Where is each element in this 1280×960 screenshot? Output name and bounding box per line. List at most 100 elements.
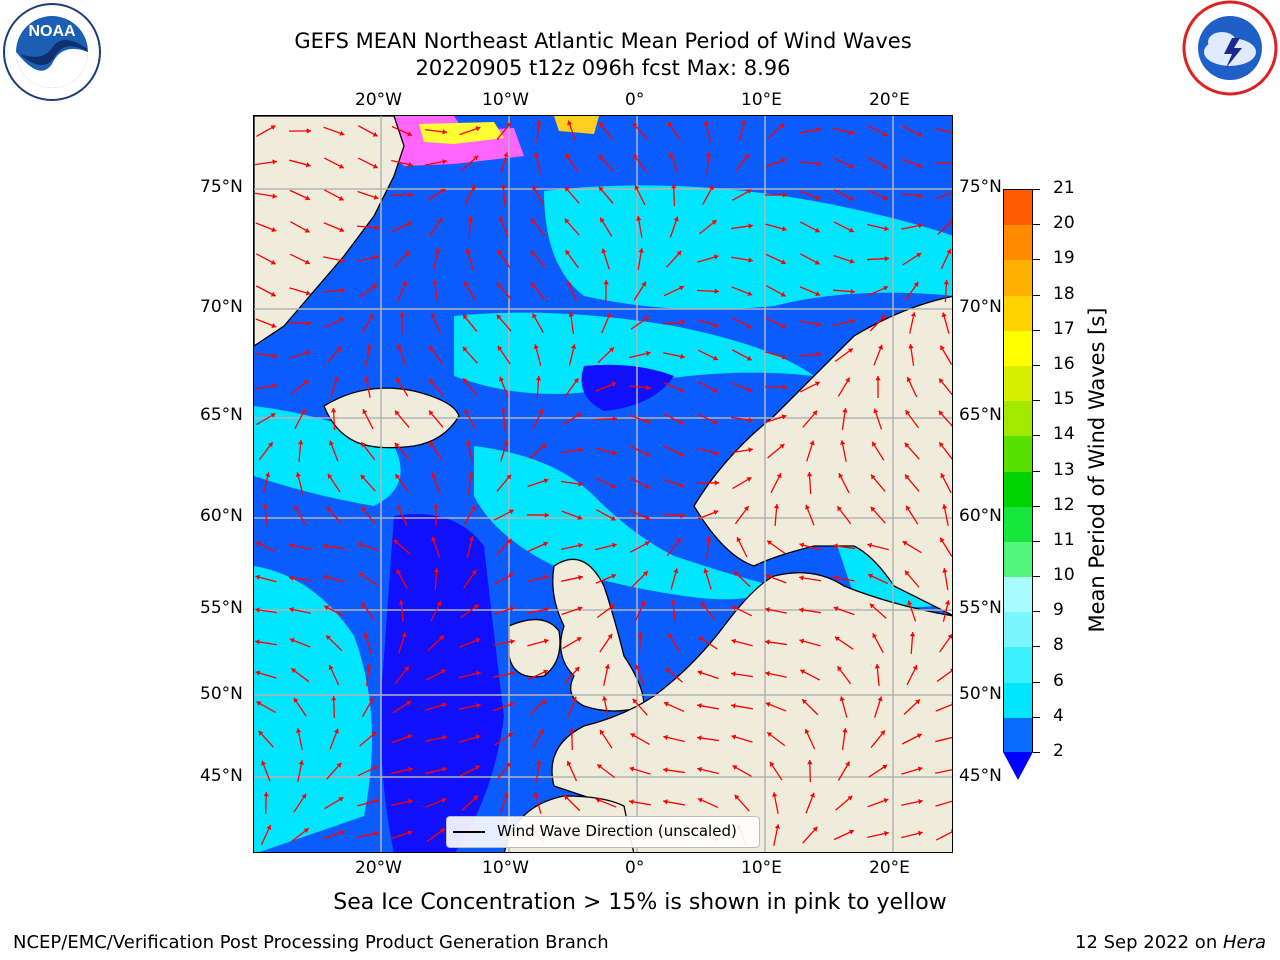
direction-arrow: [357, 157, 379, 169]
direction-arrow: [497, 249, 511, 269]
direction-arrow: [833, 221, 855, 233]
colorbar-segment: [1004, 541, 1032, 578]
direction-arrow: [596, 509, 616, 521]
direction-arrow: [288, 128, 312, 134]
direction-arrow: [294, 505, 306, 525]
direction-arrow: [330, 407, 337, 431]
ocean-band-cyan: [254, 406, 401, 506]
direction-arrow: [566, 760, 578, 782]
sea-ice: [419, 122, 504, 144]
direction-arrow: [325, 634, 343, 652]
direction-arrow: [460, 603, 480, 619]
lat-label: 45°N: [200, 766, 243, 786]
direction-arrow: [328, 664, 340, 686]
direction-arrow: [527, 541, 549, 553]
direction-arrow: [799, 638, 821, 647]
direction-arrow: [875, 375, 881, 399]
lat-label: 50°N: [200, 684, 243, 704]
direction-arrow: [361, 313, 375, 333]
direction-arrow: [494, 572, 514, 586]
direction-arrow: [629, 445, 651, 457]
direction-arrow: [805, 792, 815, 814]
colorbar-tick-mark: [1033, 400, 1040, 402]
direction-arrow: [731, 605, 753, 617]
direction-arrow: [365, 344, 372, 366]
direction-arrow: [799, 286, 821, 297]
footer-left: NCEP/EMC/Verification Post Processing Pr…: [13, 932, 609, 953]
direction-arrow: [832, 288, 856, 295]
map-legend: Wind Wave Direction (unscaled): [446, 816, 760, 848]
direction-arrow: [868, 764, 888, 778]
direction-arrow: [535, 760, 542, 782]
direction-arrow: [697, 766, 719, 775]
direction-arrow: [806, 440, 815, 462]
direction-arrow: [564, 666, 580, 684]
direction-arrow: [288, 320, 312, 326]
colorbar-tick-label: 21: [1053, 178, 1075, 198]
direction-arrow: [256, 412, 276, 426]
direction-arrow: [833, 127, 855, 136]
direction-arrow: [766, 731, 786, 747]
colorbar-tick-label: 2: [1053, 741, 1064, 761]
direction-arrow: [561, 574, 583, 582]
direction-arrow: [904, 570, 920, 588]
direction-arrow: [866, 255, 890, 262]
direction-arrow: [908, 344, 915, 366]
direction-arrow: [500, 440, 509, 462]
direction-arrow: [533, 344, 542, 366]
colorbar-segment: [1004, 471, 1032, 507]
direction-arrow: [738, 120, 747, 142]
direction-arrow: [664, 413, 684, 425]
direction-arrow: [667, 633, 681, 653]
colorbar-segment: [1004, 682, 1032, 718]
direction-arrow: [394, 410, 410, 428]
direction-arrow: [398, 632, 407, 654]
direction-arrow: [601, 248, 610, 270]
direction-arrow: [765, 639, 787, 646]
direction-arrow: [632, 122, 648, 140]
direction-arrow: [361, 697, 375, 717]
direction-arrow: [598, 154, 614, 172]
direction-arrow: [255, 159, 277, 166]
direction-arrow: [289, 189, 311, 201]
direction-arrow: [391, 159, 413, 168]
direction-arrow: [766, 285, 786, 297]
noaa-logo: NOAA: [2, 2, 102, 102]
direction-arrow: [397, 344, 407, 366]
direction-arrow: [698, 381, 718, 393]
direction-arrow: [765, 351, 787, 360]
direction-arrow: [255, 192, 277, 199]
direction-arrow: [905, 505, 919, 525]
direction-arrow: [461, 795, 479, 811]
direction-arrow: [532, 184, 544, 206]
ocean-band-cyan: [254, 566, 372, 852]
direction-arrow: [901, 223, 923, 230]
direction-arrow: [706, 151, 712, 175]
direction-arrow: [255, 607, 277, 614]
direction-arrow: [255, 670, 277, 679]
direction-arrow: [463, 281, 477, 301]
lat-label: 75°N: [959, 177, 1002, 197]
lat-label: 50°N: [959, 684, 1002, 704]
direction-arrow: [731, 349, 753, 361]
direction-arrow: [394, 473, 410, 493]
direction-arrow: [732, 476, 752, 490]
direction-arrow: [289, 575, 311, 582]
direction-arrow: [297, 760, 304, 782]
direction-arrow: [697, 797, 719, 809]
colorbar-tick-label: 11: [1053, 529, 1075, 550]
nws-logo: [1180, 0, 1280, 100]
direction-arrow: [459, 126, 481, 136]
direction-arrow: [357, 254, 379, 263]
direction-arrow: [631, 570, 649, 588]
direction-arrow: [841, 408, 848, 430]
colorbar-tick-mark: [1033, 716, 1040, 718]
direction-arrow: [938, 441, 952, 460]
direction-arrow: [596, 763, 616, 779]
colorbar-segment: [1004, 260, 1032, 296]
direction-arrow: [669, 152, 679, 174]
direction-arrow: [629, 799, 651, 806]
direction-arrow: [289, 350, 311, 359]
direction-arrow: [904, 474, 920, 492]
direction-arrow: [833, 543, 855, 550]
